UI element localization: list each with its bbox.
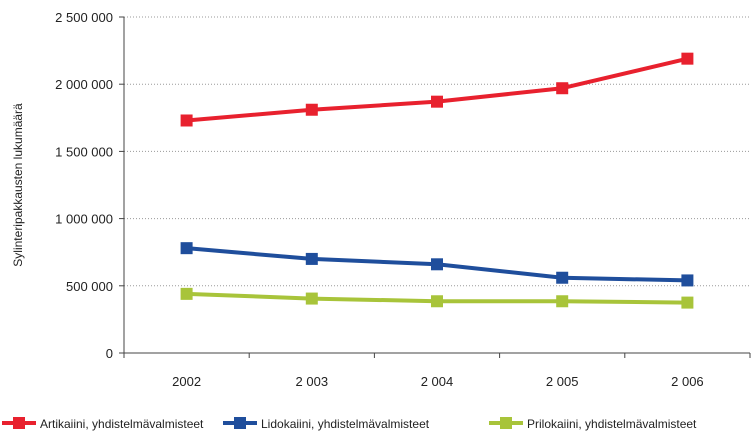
series-line [186,56,688,123]
x-tick-label: 2002 [172,374,201,389]
y-ticks: 0 500 000 1 000 000 1 500 000 2 000 000 2 500… [55,10,124,361]
legend: Artikaiini, yhdistelmävalmisteet Lidokaii… [2,417,697,431]
x-tick-label: 2 003 [296,374,329,389]
legend-item: Artikaiini, yhdistelmävalmisteet [2,417,204,431]
legend-label: Prilokaiini, yhdistelmävalmisteet [527,417,697,431]
x-tick-label: 2 004 [421,374,454,389]
data-point [431,258,443,271]
data-point [305,103,318,116]
data-point [681,52,694,65]
x-tick-label: 2 006 [671,374,704,389]
series-0 [180,52,694,127]
data-point [431,295,443,308]
axes [123,17,750,354]
legend-marker [13,417,25,429]
data-point [305,252,318,265]
legend-marker [234,417,246,429]
legend-label: Artikaiini, yhdistelmävalmisteet [40,417,204,431]
legend-label: Lidokaiini, yhdistelmävalmisteet [261,417,430,431]
legend-marker [500,417,512,429]
data-point [556,295,569,308]
data-point [305,292,318,305]
data-point [681,274,694,287]
y-axis-title: Sylinteripakkausten lukumäärä [11,103,25,267]
y-tick-label: 2 500 000 [55,10,113,25]
y-tick-label: 1 500 000 [55,144,113,159]
x-ticks: 2002 2 003 2 004 2 005 2 006 [123,353,751,389]
legend-item: Prilokaiini, yhdistelmävalmisteet [489,417,697,431]
gridlines [124,16,750,287]
y-tick-label: 0 [106,346,113,361]
data-point [681,296,694,309]
data-point [431,95,443,108]
data-point [556,271,569,284]
x-tick-label: 2 005 [546,374,579,389]
series-layer [180,52,694,309]
series-2 [180,287,694,309]
y-tick-label: 1 000 000 [55,212,113,227]
y-tick-label: 500 000 [66,279,113,294]
data-point [180,114,193,127]
legend-item: Lidokaiini, yhdistelmävalmisteet [223,417,430,431]
data-point [180,287,193,300]
data-point [556,82,569,95]
series-1 [180,242,694,287]
data-point [180,242,193,255]
y-tick-label: 2 000 000 [55,77,113,92]
